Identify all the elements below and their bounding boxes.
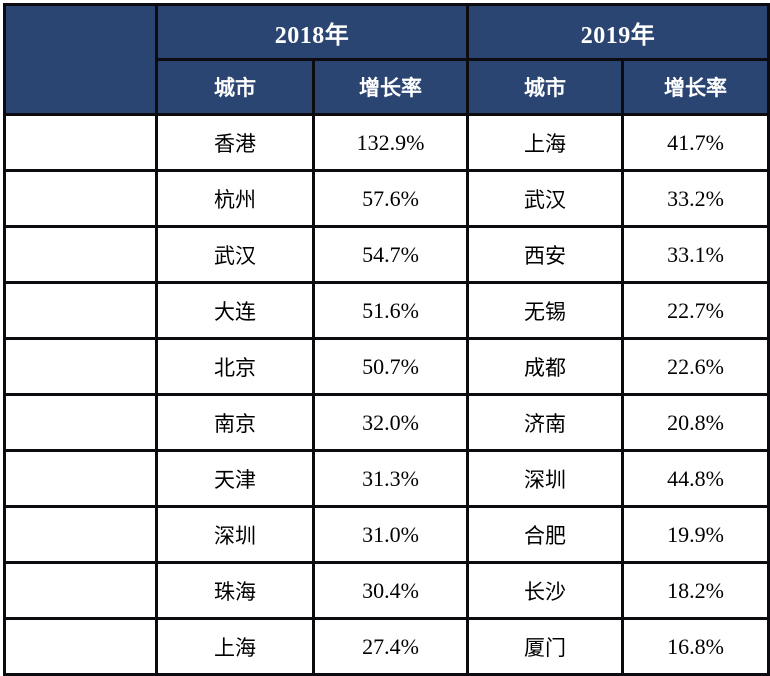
growth-cell-2019: 20.8% bbox=[621, 393, 770, 452]
row-spacer-cell bbox=[3, 225, 158, 284]
city-cell-2018: 南京 bbox=[155, 393, 315, 452]
table-row: 深圳 31.0% 合肥 19.9% bbox=[3, 505, 770, 564]
growth-cell-2019: 41.7% bbox=[621, 113, 770, 172]
row-spacer-cell bbox=[3, 337, 158, 396]
column-header-city-2018: 城市 bbox=[155, 58, 315, 116]
table-row: 香港 132.9% 上海 41.7% bbox=[3, 113, 770, 172]
table-row: 上海 27.4% 厦门 16.8% bbox=[3, 617, 770, 676]
year-header-2019: 2019年 bbox=[466, 3, 770, 61]
table-row: 南京 32.0% 济南 20.8% bbox=[3, 393, 770, 452]
growth-cell-2018: 54.7% bbox=[312, 225, 469, 284]
table-row: 杭州 57.6% 武汉 33.2% bbox=[3, 169, 770, 228]
row-spacer-cell bbox=[3, 449, 158, 508]
growth-cell-2018: 50.7% bbox=[312, 337, 469, 396]
city-growth-table: 2018年 2019年 城市 增长率 城市 增长率 香港 132.9% 上海 4… bbox=[3, 3, 770, 676]
growth-cell-2018: 57.6% bbox=[312, 169, 469, 228]
year-header-row: 2018年 2019年 bbox=[3, 3, 770, 116]
row-spacer-cell bbox=[3, 617, 158, 676]
city-cell-2019: 济南 bbox=[466, 393, 624, 452]
city-cell-2018: 天津 bbox=[155, 449, 315, 508]
city-cell-2019: 成都 bbox=[466, 337, 624, 396]
column-header-city-2019: 城市 bbox=[466, 58, 624, 116]
city-cell-2018: 杭州 bbox=[155, 169, 315, 228]
city-cell-2018: 大连 bbox=[155, 281, 315, 340]
city-cell-2018: 武汉 bbox=[155, 225, 315, 284]
growth-cell-2018: 32.0% bbox=[312, 393, 469, 452]
growth-cell-2018: 30.4% bbox=[312, 561, 469, 620]
row-spacer-cell bbox=[3, 561, 158, 620]
growth-cell-2018: 27.4% bbox=[312, 617, 469, 676]
growth-cell-2019: 44.8% bbox=[621, 449, 770, 508]
row-spacer-cell bbox=[3, 113, 158, 172]
city-cell-2018: 深圳 bbox=[155, 505, 315, 564]
growth-cell-2018: 51.6% bbox=[312, 281, 469, 340]
year-header-2018: 2018年 bbox=[155, 3, 469, 61]
city-cell-2019: 无锡 bbox=[466, 281, 624, 340]
row-spacer-cell bbox=[3, 281, 158, 340]
corner-header-cell bbox=[3, 3, 158, 116]
city-cell-2019: 长沙 bbox=[466, 561, 624, 620]
growth-cell-2019: 22.7% bbox=[621, 281, 770, 340]
growth-cell-2019: 33.2% bbox=[621, 169, 770, 228]
table-row: 天津 31.3% 深圳 44.8% bbox=[3, 449, 770, 508]
city-cell-2019: 上海 bbox=[466, 113, 624, 172]
row-spacer-cell bbox=[3, 393, 158, 452]
column-header-growth-2019: 增长率 bbox=[621, 58, 770, 116]
city-cell-2019: 深圳 bbox=[466, 449, 624, 508]
growth-cell-2019: 16.8% bbox=[621, 617, 770, 676]
table-row: 北京 50.7% 成都 22.6% bbox=[3, 337, 770, 396]
city-cell-2019: 西安 bbox=[466, 225, 624, 284]
city-cell-2018: 上海 bbox=[155, 617, 315, 676]
growth-cell-2019: 18.2% bbox=[621, 561, 770, 620]
table-row: 珠海 30.4% 长沙 18.2% bbox=[3, 561, 770, 620]
row-spacer-cell bbox=[3, 505, 158, 564]
city-cell-2019: 厦门 bbox=[466, 617, 624, 676]
growth-cell-2019: 19.9% bbox=[621, 505, 770, 564]
growth-cell-2018: 132.9% bbox=[312, 113, 469, 172]
table-row: 武汉 54.7% 西安 33.1% bbox=[3, 225, 770, 284]
city-cell-2018: 北京 bbox=[155, 337, 315, 396]
column-header-row: 城市 增长率 城市 增长率 bbox=[5, 58, 770, 116]
growth-cell-2018: 31.3% bbox=[312, 449, 469, 508]
table-row: 大连 51.6% 无锡 22.7% bbox=[3, 281, 770, 340]
city-cell-2019: 武汉 bbox=[466, 169, 624, 228]
row-spacer-cell bbox=[3, 169, 158, 228]
growth-cell-2019: 33.1% bbox=[621, 225, 770, 284]
city-cell-2018: 香港 bbox=[155, 113, 315, 172]
city-cell-2018: 珠海 bbox=[155, 561, 315, 620]
growth-cell-2018: 31.0% bbox=[312, 505, 469, 564]
growth-cell-2019: 22.6% bbox=[621, 337, 770, 396]
city-cell-2019: 合肥 bbox=[466, 505, 624, 564]
column-header-growth-2018: 增长率 bbox=[312, 58, 469, 116]
